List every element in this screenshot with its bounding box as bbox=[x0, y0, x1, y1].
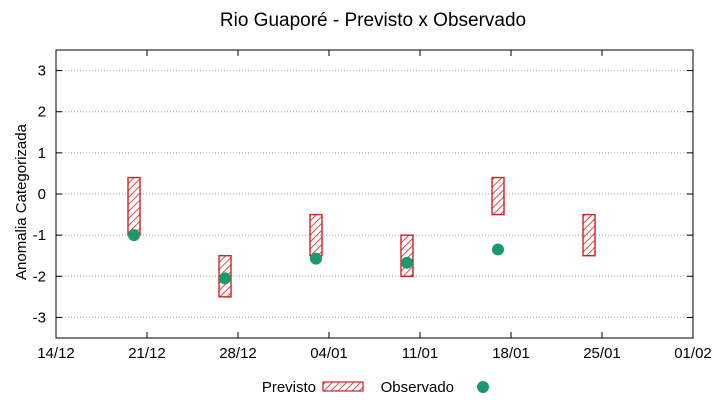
observed-point bbox=[128, 229, 140, 242]
y-tick-label: 0 bbox=[38, 186, 46, 203]
y-tick-label: -1 bbox=[33, 227, 46, 244]
forecast-box bbox=[400, 234, 414, 277]
x-tick-label: 11/01 bbox=[402, 345, 438, 362]
observed-point bbox=[492, 243, 504, 256]
y-axis-title: Anomalia Categorizada bbox=[13, 123, 30, 280]
y-tick-label: -2 bbox=[33, 268, 46, 285]
legend-swatch-previsto bbox=[322, 381, 364, 392]
x-tick-label: 25/01 bbox=[583, 345, 621, 362]
chart-title: Rio Guaporé - Previsto x Observado bbox=[220, 10, 526, 31]
forecast-box bbox=[582, 213, 596, 257]
legend-label-previsto: Previsto bbox=[262, 379, 316, 396]
gridlines bbox=[56, 70, 693, 318]
x-tick-label: 18/01 bbox=[492, 345, 530, 362]
x-tick-label: 14/12 bbox=[37, 345, 75, 362]
observed-point bbox=[219, 272, 231, 285]
x-tick-label: 28/12 bbox=[219, 345, 257, 362]
y-tick-label: 2 bbox=[38, 104, 46, 121]
y-tick-label: 3 bbox=[38, 63, 46, 80]
legend: Previsto Observado bbox=[262, 379, 489, 396]
y-tick-label: -3 bbox=[33, 309, 46, 326]
forecast-box bbox=[491, 176, 505, 216]
forecast-box bbox=[127, 176, 141, 236]
observed-point bbox=[401, 256, 413, 269]
legend-swatch-observado bbox=[477, 381, 489, 393]
y-tick-label: 1 bbox=[38, 145, 46, 162]
observed-point bbox=[310, 252, 322, 265]
x-tick-label: 01/02 bbox=[674, 345, 712, 362]
legend-label-observado: Observado bbox=[381, 379, 454, 396]
forecast-box bbox=[309, 213, 323, 257]
x-tick-label: 04/01 bbox=[310, 345, 348, 362]
plot-border bbox=[55, 49, 694, 339]
chart-marks bbox=[127, 176, 596, 298]
x-tick-label: 21/12 bbox=[128, 345, 166, 362]
